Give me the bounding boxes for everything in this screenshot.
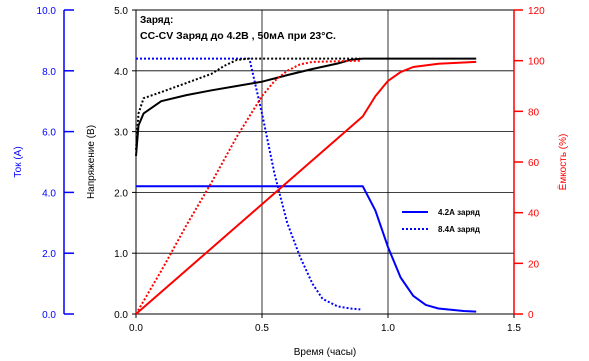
- x-axis-title: Время (часы): [294, 347, 356, 358]
- capacity-tick-label: 40: [528, 209, 540, 220]
- capacity-axis-title: Ёмкость (%): [557, 134, 569, 191]
- voltage-tick-label: 5.0: [114, 6, 128, 17]
- voltage-tick-label: 2.0: [114, 188, 128, 199]
- voltage-axis: 0.0 1.0 2.0 3.0 4.0 5.0: [114, 6, 136, 321]
- current-tick-label: 4.0: [42, 188, 56, 199]
- annotation-line-2: CC-CV Заряд до 4.2В , 50мА при 23°С.: [140, 30, 336, 42]
- capacity-tick-label: 20: [528, 259, 540, 270]
- series-voltage-dotted-line: [135, 57, 361, 150]
- series-capacity-dotted-line: [135, 59, 361, 315]
- voltage-axis-title: Напряжение (В): [86, 125, 97, 199]
- current-axis-title: Ток (А): [13, 146, 24, 177]
- series-current-dotted-line: [136, 57, 361, 311]
- capacity-tick-label: 0: [528, 310, 534, 321]
- legend-label-dotted: 8.4А заряд: [438, 225, 480, 234]
- legend: 4.2А заряд 8.4А заряд: [402, 208, 480, 234]
- voltage-tick-label: 3.0: [114, 128, 128, 139]
- x-tick-label: 0.0: [129, 323, 143, 334]
- current-tick-label: 6.0: [42, 128, 56, 139]
- legend-label-solid: 4.2А заряд: [438, 208, 480, 217]
- series-layer: [135, 57, 477, 315]
- series-voltage-solid-line: [135, 57, 477, 156]
- x-tick-label: 0.5: [255, 323, 269, 334]
- current-tick-label: 0.0: [42, 310, 56, 321]
- x-tick-label: 1.5: [507, 323, 521, 334]
- capacity-tick-label: 100: [528, 57, 545, 68]
- series-capacity-solid-line: [135, 60, 477, 315]
- current-axis: 0.0 2.0 4.0 6.0 8.0 10.0: [37, 6, 74, 321]
- series-current-solid-line: [136, 185, 477, 313]
- capacity-tick-label: 120: [528, 6, 545, 17]
- voltage-tick-label: 1.0: [114, 249, 128, 260]
- plot-area: [135, 9, 515, 315]
- x-axis: 0.0 0.5 1.0 1.5: [129, 314, 521, 334]
- voltage-tick-label: 4.0: [114, 67, 128, 78]
- voltage-tick-label: 0.0: [114, 310, 128, 321]
- annotation-line-1: Заряд:: [140, 15, 173, 26]
- current-tick-label: 2.0: [42, 249, 56, 260]
- capacity-tick-label: 80: [528, 107, 540, 118]
- capacity-tick-label: 60: [528, 158, 540, 169]
- x-tick-label: 1.0: [381, 323, 395, 334]
- current-tick-label: 10.0: [37, 6, 57, 17]
- current-tick-label: 8.0: [42, 67, 56, 78]
- capacity-axis: 0 20 40 60 80 100 120: [513, 6, 545, 321]
- grid: [136, 10, 514, 314]
